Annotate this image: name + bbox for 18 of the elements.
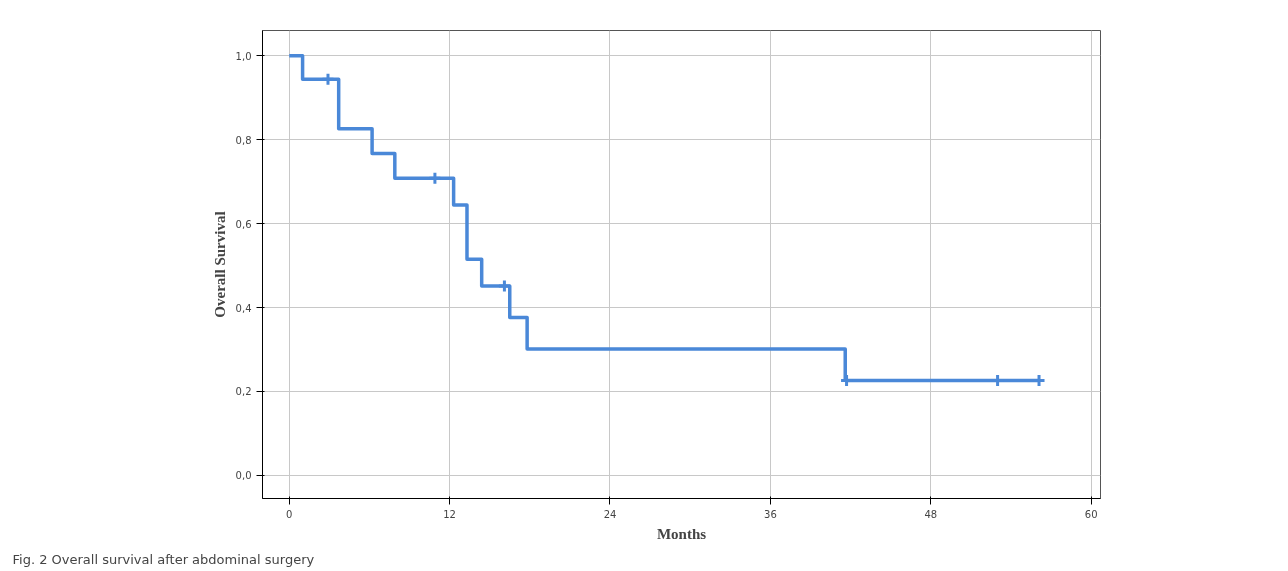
x-tick-label: 36: [764, 508, 777, 520]
x-axis-title: Months: [656, 525, 707, 542]
y-axis-title: Overall Survival: [211, 211, 228, 318]
point: [497, 279, 512, 294]
x-tick-label: 24: [603, 508, 617, 520]
x-tick-label: 48: [924, 508, 938, 520]
y-tick-label: 0,2: [235, 386, 252, 398]
y-tick-label: 0,8: [235, 134, 252, 146]
point: [427, 171, 442, 186]
point: [320, 72, 335, 87]
y-tick-label: 0,4: [235, 302, 252, 314]
x-tick-label: 0: [286, 508, 293, 520]
y-tick-label: 0,0: [235, 470, 252, 482]
y-tick-label: 0,6: [235, 218, 252, 230]
caption: Fig. 2 Overall survival after abdominal surgery: [12, 551, 315, 567]
x-tick-label: 12: [443, 508, 456, 520]
x-tick-label: 60: [1084, 508, 1098, 520]
y-tick-label: 1,0: [235, 50, 252, 62]
